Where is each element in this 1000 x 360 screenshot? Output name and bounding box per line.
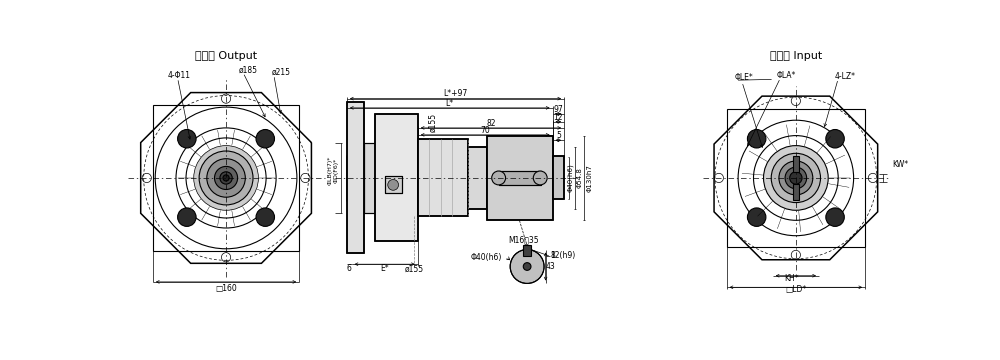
Circle shape (256, 208, 275, 226)
Circle shape (220, 172, 232, 184)
Bar (153, 105, 299, 251)
Bar (487, 136, 553, 220)
Circle shape (492, 171, 506, 185)
Text: ΦD(F6)*: ΦD(F6)* (334, 158, 339, 183)
Bar (347, 103, 364, 253)
Text: Φ40(h6): Φ40(h6) (471, 253, 502, 262)
Text: 70: 70 (480, 126, 490, 135)
Text: KH*: KH* (785, 274, 799, 283)
Circle shape (771, 153, 820, 203)
Bar (523, 245, 531, 256)
Text: ø185: ø185 (239, 66, 258, 75)
Text: Φ130h7: Φ130h7 (586, 164, 592, 192)
Circle shape (779, 161, 813, 195)
Text: □160: □160 (215, 284, 237, 293)
Bar (385, 176, 402, 193)
Circle shape (207, 159, 245, 197)
Bar (793, 184, 799, 199)
Text: 12: 12 (554, 113, 563, 122)
Bar (364, 143, 375, 213)
Circle shape (747, 208, 766, 226)
Text: L*: L* (446, 99, 454, 108)
Bar (553, 156, 564, 199)
Bar (347, 103, 364, 253)
Circle shape (510, 249, 544, 283)
Circle shape (256, 130, 275, 148)
Text: 输入端 Input: 输入端 Input (770, 51, 822, 61)
Text: E*: E* (380, 264, 389, 273)
Bar (418, 139, 468, 216)
Circle shape (747, 130, 766, 148)
Circle shape (826, 208, 844, 226)
Text: ΦLE*: ΦLE* (734, 73, 753, 82)
Circle shape (790, 172, 802, 184)
Circle shape (388, 180, 399, 190)
Text: 97: 97 (553, 105, 563, 114)
Circle shape (785, 167, 807, 189)
Circle shape (178, 130, 196, 148)
Text: M16深35: M16深35 (508, 236, 539, 245)
Circle shape (215, 166, 238, 189)
Bar (385, 176, 402, 193)
Bar (727, 109, 865, 247)
Text: ø155: ø155 (429, 113, 438, 132)
Bar (418, 139, 468, 216)
Bar (499, 171, 541, 185)
Circle shape (764, 145, 828, 210)
Text: 4-Φ11: 4-Φ11 (168, 71, 191, 80)
Circle shape (178, 208, 196, 226)
Bar (499, 171, 541, 185)
Text: 8: 8 (551, 251, 556, 260)
Text: 输出端 Output: 输出端 Output (195, 51, 257, 61)
Bar (364, 143, 375, 213)
Circle shape (826, 130, 844, 148)
Text: Φ54.8: Φ54.8 (576, 167, 582, 188)
Bar (468, 147, 487, 209)
Circle shape (199, 151, 253, 205)
Text: 5: 5 (556, 131, 561, 140)
Text: KW*: KW* (892, 159, 908, 168)
Bar (793, 156, 799, 172)
Text: Φ40(h6): Φ40(h6) (567, 163, 574, 192)
Circle shape (533, 171, 547, 185)
Bar (468, 147, 487, 209)
Circle shape (194, 145, 258, 210)
Bar (375, 114, 418, 241)
Bar (375, 114, 418, 241)
Text: 82: 82 (486, 119, 496, 128)
Text: ø155: ø155 (404, 264, 424, 273)
Text: ΦLB(H7)*: ΦLB(H7)* (328, 156, 333, 185)
Text: 4-LZ*: 4-LZ* (834, 72, 855, 81)
Text: ø215: ø215 (271, 68, 290, 77)
Text: 12(h9): 12(h9) (550, 251, 575, 260)
Text: L*+97: L*+97 (443, 89, 468, 98)
Text: ΦLA*: ΦLA* (777, 71, 796, 80)
Text: 6: 6 (347, 264, 352, 273)
Text: 43: 43 (545, 262, 555, 271)
Bar (487, 136, 553, 220)
Bar (553, 156, 564, 199)
Circle shape (223, 175, 229, 181)
Circle shape (523, 263, 531, 270)
Text: □LD*: □LD* (785, 285, 806, 294)
